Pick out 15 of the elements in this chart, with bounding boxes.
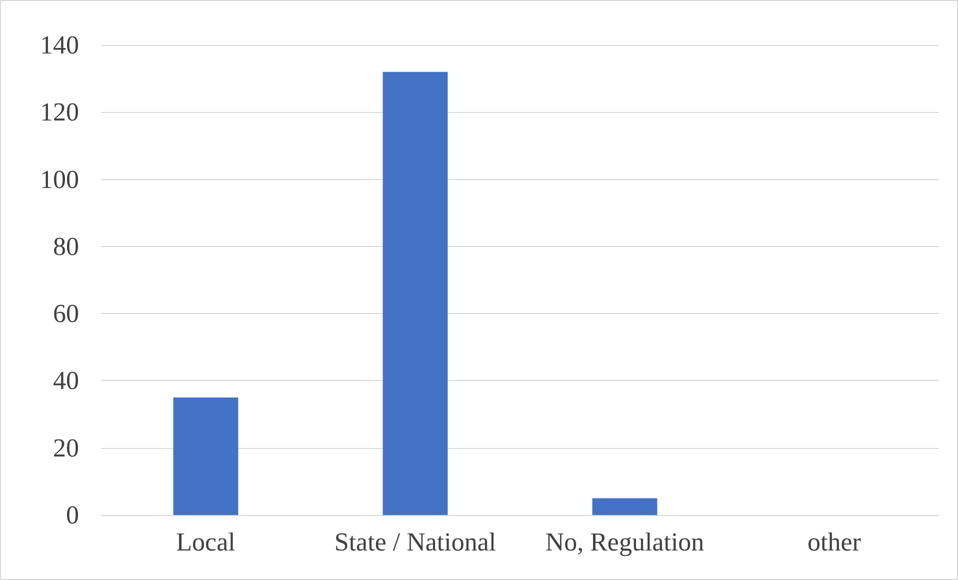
y-tick-label: 60 xyxy=(53,299,79,328)
y-tick-label: 120 xyxy=(40,98,79,127)
y-tick-label: 20 xyxy=(53,433,79,462)
x-tick-label: Local xyxy=(176,528,236,556)
x-tick-label: No, Regulation xyxy=(545,528,704,556)
y-tick-label: 80 xyxy=(53,232,79,261)
bar xyxy=(173,398,238,515)
bar xyxy=(382,72,448,515)
y-tick-label: 40 xyxy=(53,366,79,396)
x-tick-label: other xyxy=(808,528,862,556)
x-tick-label: State / National xyxy=(334,528,496,556)
y-tick-label: 0 xyxy=(66,500,79,530)
y-tick-label: 140 xyxy=(40,30,79,60)
y-tick-label: 100 xyxy=(40,164,79,194)
bar xyxy=(592,498,658,515)
